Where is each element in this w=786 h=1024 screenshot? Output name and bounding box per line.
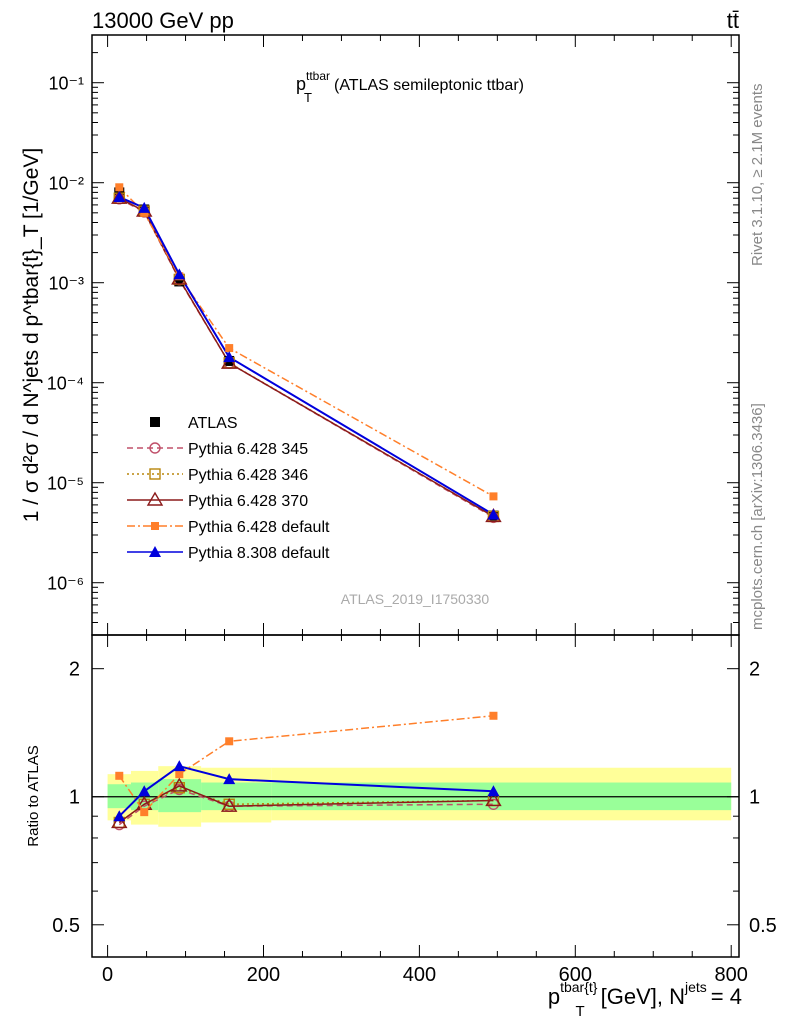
main-y-tick-label: 10⁻⁵	[47, 474, 84, 494]
legend-label: Pythia 6.428 default	[188, 519, 330, 536]
ratio-series-point	[173, 760, 186, 772]
ratio-series-point	[489, 711, 498, 720]
ratio-series-line	[118, 715, 494, 814]
ratio-y-axis-label: Ratio to ATLAS	[25, 745, 42, 846]
legend-marker	[151, 522, 159, 530]
series-point	[115, 183, 124, 192]
collision-energy-label: 13000 GeV pp	[92, 8, 234, 33]
series-point	[173, 268, 186, 280]
series-point	[487, 508, 500, 520]
ratio-series-point	[223, 773, 236, 785]
rivet-version-label: Rivet 3.1.10, ≥ 2.1M events	[749, 84, 766, 267]
main-y-tick-label: 10⁻³	[48, 274, 84, 294]
legend-marker	[149, 468, 161, 480]
x-axis-label: ptbar{t} T[GeV], Njets = 4	[548, 979, 742, 1020]
ratio-y-tick-label-right: 2	[749, 659, 760, 681]
ratio-series-point	[220, 797, 238, 812]
ratio-series-point	[113, 810, 126, 822]
x-tick-label: 400	[403, 964, 436, 986]
ratio-series-point	[115, 771, 124, 780]
series-point	[489, 492, 498, 501]
ratio-y-tick-label-right: 1	[749, 787, 760, 809]
ratio-y-tick-label-right: 0.5	[749, 915, 777, 937]
data-point	[174, 276, 185, 287]
series-point	[111, 189, 128, 204]
legend-label: Pythia 6.428 370	[188, 493, 308, 510]
x-tick-label: 200	[247, 964, 280, 986]
main-panel: 10⁻⁶ 10⁻⁵ 10⁻⁴ 10⁻³ 10⁻² 10⁻¹ pttbar T(ATLAS s…	[20, 34, 740, 636]
ratio-series-point	[171, 777, 188, 792]
legend-label: Pythia 6.428 346	[188, 467, 308, 484]
main-y-tick-label: 10⁻⁴	[47, 374, 84, 394]
legend: ATLAS Pythia 6.428 345 Pythia 6.428 346 Pyt…	[127, 415, 330, 562]
ratio-y-tick-label: 0.5	[52, 915, 80, 937]
series-point	[138, 201, 151, 213]
ratio-series-point	[175, 770, 184, 779]
ratio-series-point	[111, 814, 128, 829]
series-point	[223, 351, 236, 363]
x-tick-label: 0	[102, 964, 113, 986]
ratio-series-point	[140, 808, 149, 817]
mcplots-reference-label: mcplots.cern.ch [arXiv:1306.3436]	[749, 403, 766, 630]
ratio-series-point	[485, 792, 502, 807]
legend-marker	[150, 417, 160, 427]
process-label: tt̄	[727, 8, 739, 33]
ratio-series-point	[487, 785, 500, 797]
ratio-series-point	[138, 785, 151, 797]
ratio-y-tick-label: 1	[69, 787, 80, 809]
series-point	[225, 344, 234, 353]
plot-title: pttbar T(ATLAS semileptonic ttbar)	[296, 69, 524, 105]
legend-label: ATLAS	[188, 415, 238, 432]
main-y-tick-label: 10⁻⁶	[47, 574, 84, 594]
main-y-tick-label: 10⁻¹	[48, 74, 84, 94]
x-tick-label: 800	[715, 964, 748, 986]
ratio-series-line	[118, 785, 494, 824]
analysis-watermark: ATLAS_2019_I1750330	[341, 591, 490, 607]
ratio-series-point	[225, 737, 234, 746]
ratio-series-line	[118, 788, 494, 826]
main-y-axis-label: 1 / σ d²σ / d N^jets d p^tbar{t}_T [1/Ge…	[20, 148, 43, 522]
main-y-tick-label: 10⁻²	[48, 174, 84, 194]
legend-marker	[149, 546, 161, 557]
ratio-panel-frame	[91, 634, 740, 958]
ratio-panel: 0.5 0.5 1 1 2 2 0 200 400 600 800 Ratio to ATLAS p…	[25, 634, 777, 1020]
legend-marker	[149, 442, 161, 454]
legend-label: Pythia 6.428 345	[188, 441, 308, 458]
x-tick-label: 600	[559, 964, 592, 986]
legend-marker	[146, 491, 164, 506]
ratio-y-tick-label: 2	[69, 659, 80, 681]
series-point	[113, 190, 126, 202]
legend-label: Pythia 8.308 default	[188, 545, 330, 562]
